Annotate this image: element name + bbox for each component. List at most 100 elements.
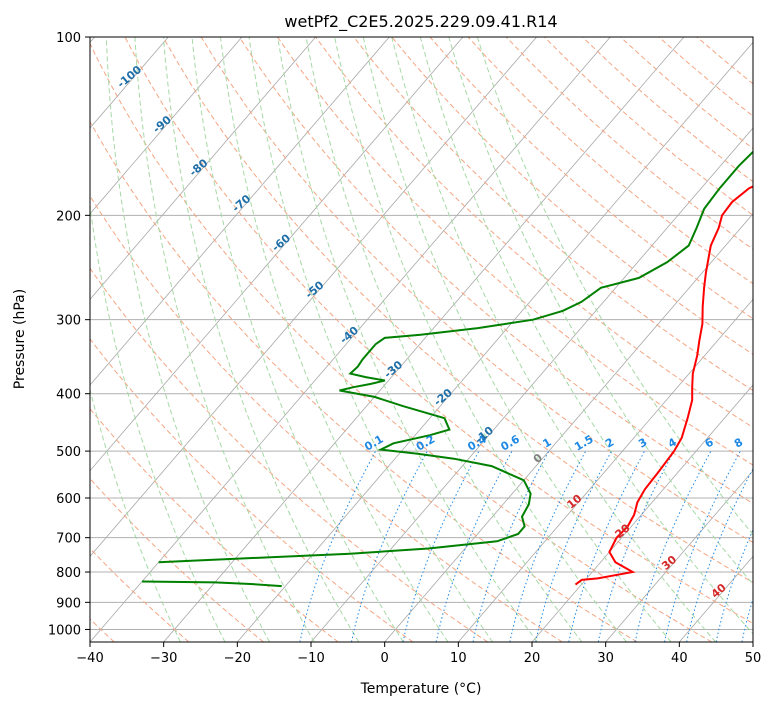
dry-adiabat-line: [696, 37, 753, 85]
dry-adiabat-line: [162, 37, 753, 584]
y-tick-label: 900: [56, 596, 81, 611]
x-tick-label: 40: [671, 651, 688, 666]
moist-adiabat-line: [191, 37, 404, 642]
isotherm-label: -60: [269, 231, 293, 254]
mixing-ratio-line: [472, 450, 550, 642]
dry-adiabat-line: [353, 37, 753, 392]
mixing-ratio-line: [568, 450, 646, 642]
y-tick-label: 1000: [48, 623, 81, 638]
mixing-ratio-line: [299, 450, 377, 642]
mixing-ratio-line: [509, 450, 587, 642]
isotherm-line: [531, 384, 753, 642]
dry-adiabat-line: [277, 37, 753, 466]
profile-lines: [141, 150, 753, 588]
dry-adiabat-line: [238, 37, 753, 504]
moist-adiabat-line: [305, 37, 583, 642]
dry-adiabat-line: [90, 120, 638, 642]
y-tick-label: 700: [56, 532, 81, 547]
isotherm-line: [679, 555, 753, 642]
y-tick-label: 800: [56, 566, 81, 581]
dry-adiabat-line: [582, 37, 753, 183]
isotherm-label: 40: [709, 581, 729, 601]
chart-title: wetPf2_C2E5.2025.229.09.41.R14: [284, 12, 557, 32]
mixing-ratio-line: [715, 528, 753, 642]
dry-adiabat-line: [90, 267, 488, 642]
mixing-ratio-line: [351, 450, 428, 642]
mixing-ratio-line: [764, 451, 775, 642]
isotherm-label: -70: [230, 192, 254, 215]
mixing-ratio-line: [597, 450, 675, 642]
isotherm-line: [90, 37, 243, 215]
y-tick-label: 400: [56, 388, 81, 403]
x-tick-label: −10: [297, 651, 324, 666]
dry-adiabat-line: [505, 37, 753, 250]
dry-adiabat-line: [658, 37, 753, 117]
moist-adiabat-line: [90, 202, 226, 642]
isotherm-line: [605, 470, 753, 642]
isotherm-line: [752, 641, 753, 642]
moist-adiabat-line: [162, 37, 360, 642]
x-tick-label: 10: [450, 651, 467, 666]
isotherm-label: -80: [187, 156, 211, 179]
isotherm-line: [90, 37, 464, 472]
isotherm-label: 0: [531, 451, 545, 466]
dewpoint-line: [141, 580, 282, 588]
x-tick-label: 30: [597, 651, 614, 666]
moist-adiabat-line: [362, 37, 672, 642]
isotherm-line: [90, 37, 537, 557]
dewpoint-line: [158, 150, 753, 564]
x-tick-label: 50: [745, 651, 762, 666]
isotherm-line: [310, 127, 753, 642]
x-axis-label: Temperature (°C): [360, 681, 482, 697]
mixing-ratio-line: [664, 450, 741, 642]
moist-adiabat-line: [277, 37, 538, 642]
moist-adiabat-line: [220, 37, 449, 642]
dry-adiabat-line: [90, 195, 563, 642]
dry-adiabat-line: [90, 42, 712, 642]
isotherm-label: -40: [338, 324, 362, 347]
isotherm-line: [458, 298, 753, 642]
isotherm-label: 30: [659, 553, 679, 573]
dry-adiabat-line: [90, 408, 339, 642]
dry-adiabat-line: [200, 37, 753, 544]
y-tick-label: 500: [56, 445, 81, 460]
mixing-ratio-label: 8: [732, 436, 745, 451]
isotherm-line: [163, 37, 685, 642]
isotherm-label: -30: [382, 358, 406, 381]
mixing-ratio-label: 0.2: [414, 433, 437, 454]
moist-adiabat-line: [476, 37, 753, 536]
isotherm-label: -20: [431, 386, 455, 409]
mixing-ratio-label: 2: [603, 436, 616, 451]
plot-frame: [89, 36, 754, 643]
x-tick-label: −20: [224, 651, 251, 666]
x-tick-label: 20: [524, 651, 541, 666]
mixing-ratio-label: 10: [751, 433, 771, 452]
x-tick-label: −30: [150, 651, 177, 666]
moist-adiabat-line: [105, 37, 271, 642]
y-tick-label: 600: [56, 492, 81, 507]
dry-adiabat-line: [124, 37, 753, 624]
mixing-ratio-label: 6: [703, 435, 716, 450]
dry-adiabat-line: [544, 37, 753, 216]
dry-adiabat-line: [620, 37, 753, 150]
y-tick-label: 100: [56, 31, 81, 46]
y-axis-label: Pressure (hPa): [12, 289, 28, 389]
isotherm-label: -50: [303, 278, 327, 301]
mixing-ratio-label: 1.5: [572, 433, 595, 454]
mixing-ratio-line: [535, 450, 612, 642]
x-tick-label: 0: [381, 651, 389, 666]
moist-adiabat-line: [248, 37, 494, 642]
mixing-ratio-line: [686, 467, 753, 642]
isotherm-line: [384, 213, 753, 642]
temperature-line: [574, 185, 753, 586]
y-axis: 1000 900 800 700 600 500 400 300 200 100: [48, 31, 90, 638]
mixing-ratio-line: [634, 450, 712, 642]
moist-adiabat-line: [448, 37, 753, 586]
mixing-ratio-line: [741, 597, 753, 642]
mixing-ratio-line: [402, 450, 480, 642]
x-axis: −40 −30 −20 −10 0 10 20 30 40 50: [76, 642, 761, 666]
dry-adiabat-line: [90, 477, 264, 642]
mixing-ratio-label: 4: [666, 435, 679, 450]
x-tick-label: −40: [76, 651, 103, 666]
